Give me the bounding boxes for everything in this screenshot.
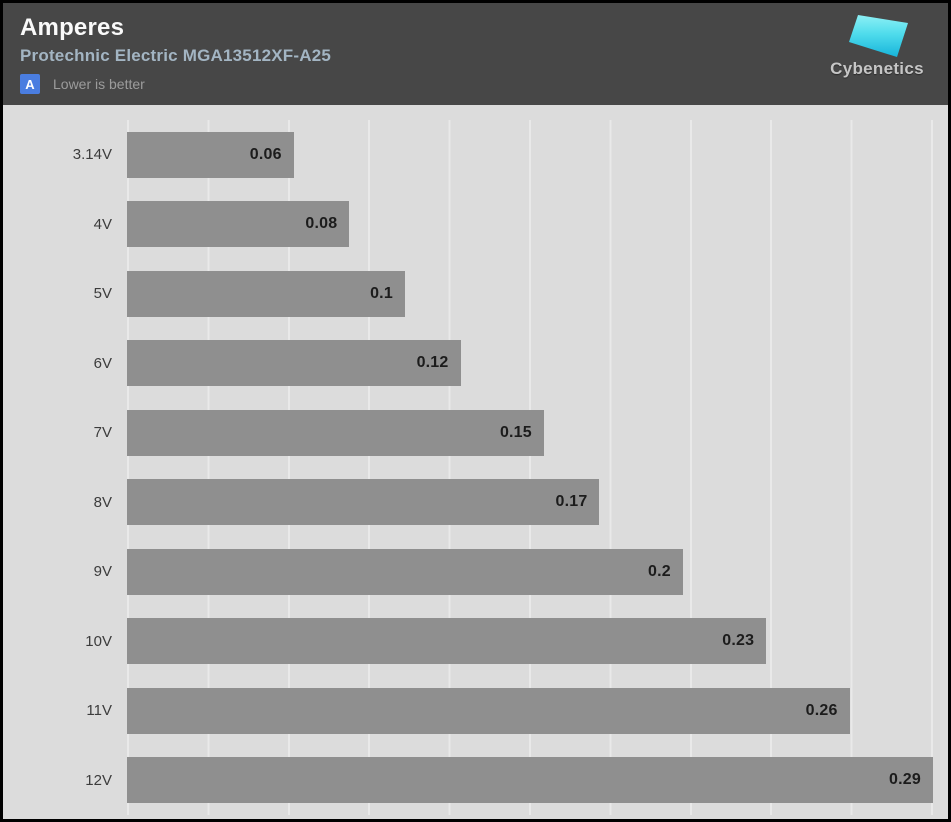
cybenetics-logo-icon	[849, 15, 908, 57]
value-label: 0.06	[249, 145, 282, 163]
value-label: 0.08	[305, 215, 338, 233]
bar: 0.08	[127, 201, 350, 248]
value-label: 0.26	[805, 701, 838, 719]
bar-track: 0.17	[127, 479, 933, 526]
bar-track: 0.15	[127, 409, 933, 456]
badge-row: A Lower is better	[20, 74, 948, 94]
bar: 0.26	[127, 687, 850, 734]
category-label: 4V	[93, 215, 112, 233]
bar: 0.15	[127, 409, 544, 456]
bar-track: 0.23	[127, 618, 933, 665]
bar: 0.06	[127, 131, 294, 178]
grade-badge: A	[20, 74, 40, 94]
chart-subtitle: Protechnic Electric MGA13512XF-A25	[20, 46, 332, 65]
cybenetics-logo: Cybenetics	[821, 11, 933, 79]
bar-row: 9V 0.2	[3, 537, 933, 607]
category-label: 11V	[86, 702, 112, 720]
page-title: Amperes	[20, 14, 125, 41]
bar-track: 0.29	[127, 757, 933, 804]
bar-row: 8V 0.17	[3, 468, 933, 538]
category-label: 7V	[93, 424, 112, 442]
value-label: 0.2	[648, 562, 671, 580]
plot-area: 3.14V 0.06 4V 0.08 5V 0.1 6V 0.12	[3, 120, 933, 815]
category-label: 10V	[85, 632, 112, 650]
bar-row: 4V 0.08	[3, 190, 933, 260]
chart-header: Amperes Protechnic Electric MGA13512XF-A…	[3, 3, 948, 105]
bar: 0.17	[127, 479, 600, 526]
value-label: 0.1	[370, 284, 393, 302]
bar-row: 11V 0.26	[3, 676, 933, 746]
bar-row: 7V 0.15	[3, 398, 933, 468]
bar-rows: 3.14V 0.06 4V 0.08 5V 0.1 6V 0.12	[3, 120, 933, 815]
bar-row: 10V 0.23	[3, 607, 933, 677]
bar-chart: 3.14V 0.06 4V 0.08 5V 0.1 6V 0.12	[3, 105, 948, 819]
category-label: 8V	[93, 493, 112, 511]
category-label: 5V	[93, 285, 112, 303]
value-label: 0.17	[555, 493, 588, 511]
bar: 0.1	[127, 270, 405, 317]
bar: 0.29	[127, 757, 933, 804]
bar-track: 0.08	[127, 201, 933, 248]
category-label: 6V	[93, 354, 112, 372]
bar-track: 0.2	[127, 548, 933, 595]
category-label: 9V	[93, 563, 112, 581]
category-label: 3.14V	[72, 146, 112, 164]
value-label: 0.23	[722, 632, 755, 650]
bar: 0.2	[127, 548, 683, 595]
value-label: 0.15	[499, 423, 532, 441]
category-label: 12V	[85, 771, 112, 789]
bar: 0.23	[127, 618, 767, 665]
bar-row: 6V 0.12	[3, 329, 933, 399]
bar-row: 3.14V 0.06	[3, 120, 933, 190]
cybenetics-logo-text: Cybenetics	[830, 59, 924, 78]
bar-track: 0.26	[127, 687, 933, 734]
value-label: 0.12	[416, 354, 449, 372]
bar-row: 5V 0.1	[3, 259, 933, 329]
bar-row: 12V 0.29	[3, 746, 933, 816]
lower-is-better-note: Lower is better	[53, 76, 145, 92]
value-label: 0.29	[889, 771, 921, 789]
bar-track: 0.06	[127, 131, 933, 178]
bar-track: 0.1	[127, 270, 933, 317]
bar: 0.12	[127, 340, 461, 387]
bar-track: 0.12	[127, 340, 933, 387]
